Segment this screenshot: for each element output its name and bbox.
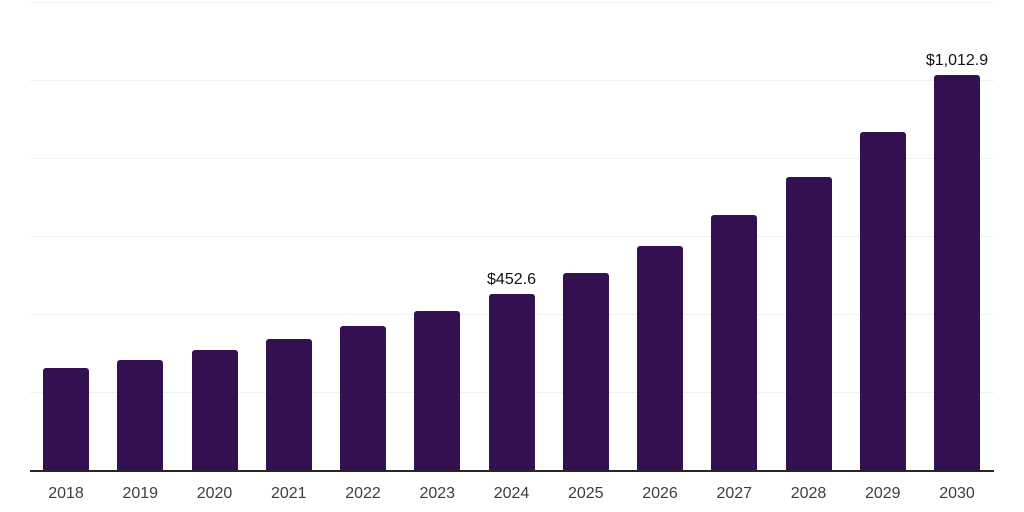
data-label-2024: $452.6: [487, 270, 536, 288]
gridline-1200: [30, 2, 994, 3]
bar-2026[interactable]: [637, 246, 683, 470]
bar-2028[interactable]: [785, 177, 832, 470]
bar-2018[interactable]: [43, 368, 89, 470]
bar-2022[interactable]: [340, 326, 386, 470]
x-tick-2027: 2027: [716, 485, 753, 502]
bar-2027[interactable]: [711, 214, 758, 470]
x-tick-2026: 2026: [642, 485, 678, 502]
data-label-2030: $1,012.9: [925, 51, 989, 69]
bar-2030[interactable]: [934, 74, 980, 470]
plot-area: $452.6 $1,012.9: [30, 2, 994, 472]
x-axis-line: [30, 470, 994, 472]
x-tick-2030: 2030: [939, 485, 975, 502]
bar-2023[interactable]: [414, 310, 461, 470]
bar-2021[interactable]: [265, 338, 312, 470]
x-tick-2025: 2025: [567, 485, 604, 502]
x-tick-2018: 2018: [48, 485, 84, 502]
bar-2020[interactable]: [191, 349, 238, 470]
x-tick-2022: 2022: [345, 485, 381, 502]
gridline-1000: [30, 80, 994, 81]
gridline-600: [30, 236, 994, 237]
x-tick-2020: 2020: [196, 485, 233, 502]
x-tick-2029: 2029: [864, 485, 901, 502]
bar-2029[interactable]: [859, 131, 906, 470]
bar-2024[interactable]: [488, 293, 535, 470]
bar-2019[interactable]: [117, 359, 164, 470]
gridline-800: [30, 158, 994, 159]
x-tick-2021: 2021: [270, 485, 307, 502]
x-tick-2023: 2023: [419, 485, 456, 502]
x-tick-2024: 2024: [493, 485, 530, 502]
x-tick-2019: 2019: [122, 485, 159, 502]
bar-2025[interactable]: [562, 273, 609, 470]
x-tick-2028: 2028: [790, 485, 827, 502]
